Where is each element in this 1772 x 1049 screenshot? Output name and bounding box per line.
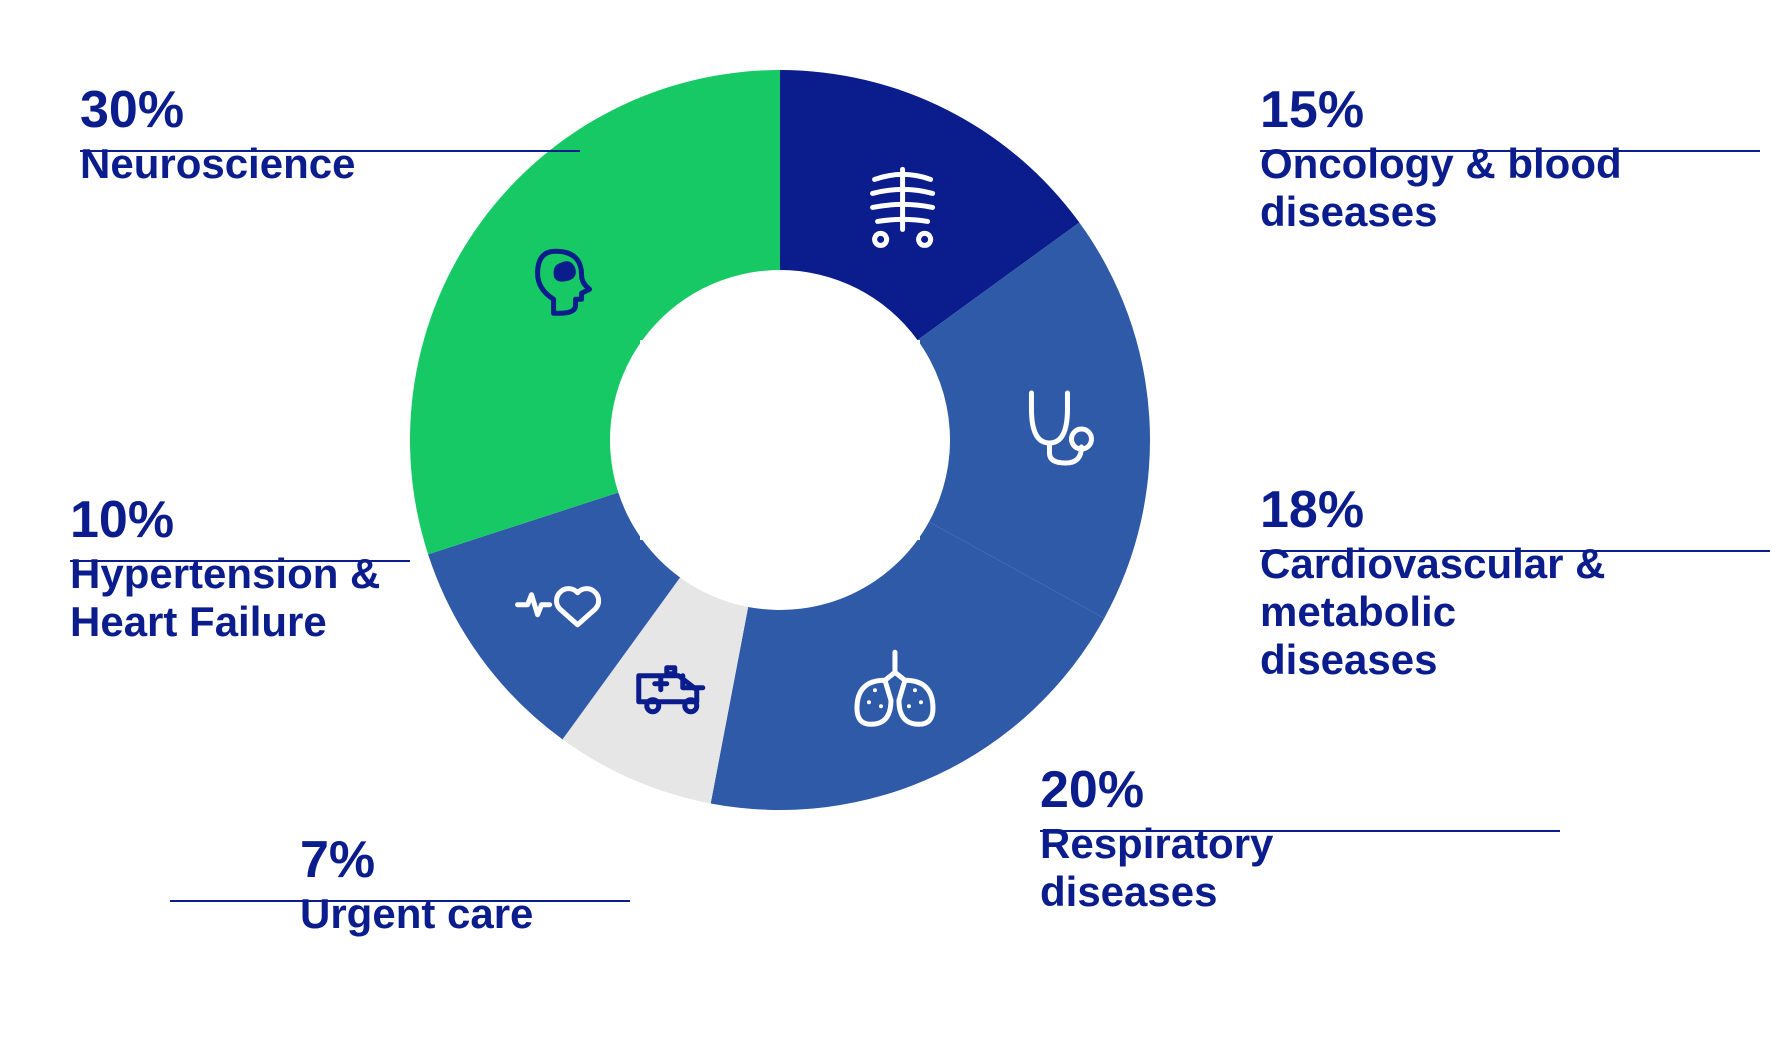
label-line-cardio <box>1260 550 1770 552</box>
label-line-neuro <box>80 150 580 152</box>
title-urgent: Urgent care <box>300 890 533 938</box>
title-hyper: Hypertension & <box>70 550 380 598</box>
label-hyper: 10%Hypertension &Heart Failure <box>70 490 380 646</box>
label-neuro: 30%Neuroscience <box>80 80 355 188</box>
pct-resp: 20% <box>1040 760 1273 820</box>
title-onco: Oncology & blood <box>1260 140 1622 188</box>
title-neuro: Neuroscience <box>80 140 355 188</box>
title-resp: Respiratory <box>1040 820 1273 868</box>
label-line-resp <box>1040 830 1560 832</box>
pct-hyper: 10% <box>70 490 380 550</box>
pct-urgent: 7% <box>300 830 533 890</box>
label-line-urgent <box>170 900 630 902</box>
label-cardio: 18%Cardiovascular & metabolicdiseases <box>1260 480 1772 684</box>
label-urgent: 7%Urgent care <box>300 830 533 938</box>
title-cardio: Cardiovascular & metabolic <box>1260 540 1772 636</box>
pct-onco: 15% <box>1260 80 1622 140</box>
pct-cardio: 18% <box>1260 480 1772 540</box>
label-onco: 15%Oncology & blooddiseases <box>1260 80 1622 236</box>
label-line-onco <box>1260 150 1760 152</box>
label-resp: 20%Respiratorydiseases <box>1040 760 1273 916</box>
pct-neuro: 30% <box>80 80 355 140</box>
label-line-hyper <box>70 560 410 562</box>
